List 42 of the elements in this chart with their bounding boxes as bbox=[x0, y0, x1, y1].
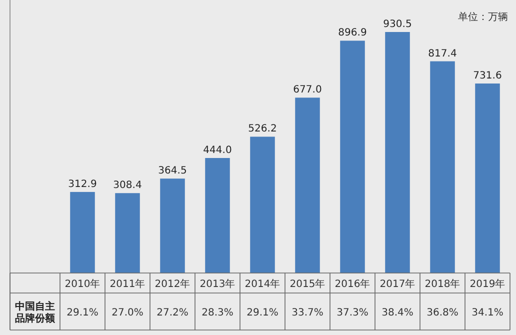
data-label: 444.0 bbox=[203, 145, 232, 156]
x-tick-label: 2010年 bbox=[64, 278, 100, 290]
bar bbox=[295, 98, 320, 273]
text: 中国自主品牌份额 bbox=[15, 300, 56, 324]
x-tick-label: 2012年 bbox=[154, 278, 190, 290]
data-label: 364.5 bbox=[158, 166, 187, 177]
bar bbox=[70, 192, 95, 273]
text: 33.7% bbox=[292, 308, 324, 318]
x-tick-label: 2019年 bbox=[470, 278, 506, 290]
x-tick-label: 2016年 bbox=[334, 278, 370, 290]
bar bbox=[205, 158, 230, 273]
x-tick-label: 2015年 bbox=[290, 278, 326, 290]
x-tick-label: 2018年 bbox=[424, 278, 460, 290]
data-label: 526.2 bbox=[248, 124, 277, 135]
text: 37.3% bbox=[336, 308, 368, 318]
text: 29.1% bbox=[246, 308, 278, 318]
bar bbox=[475, 84, 500, 273]
data-label: 930.5 bbox=[383, 19, 412, 30]
bar bbox=[250, 136, 275, 273]
bar bbox=[340, 40, 365, 273]
data-label: 896.9 bbox=[338, 28, 367, 39]
bar bbox=[160, 178, 185, 273]
data-label: 817.4 bbox=[428, 48, 457, 60]
x-tick-label: 2017年 bbox=[380, 278, 416, 290]
text: 27.0% bbox=[112, 308, 144, 318]
data-label: 308.4 bbox=[113, 180, 142, 192]
bar bbox=[430, 61, 455, 273]
data-label: 677.0 bbox=[293, 84, 322, 96]
chart-subtitle: 单位：万辆 bbox=[458, 11, 508, 23]
bar bbox=[385, 32, 410, 273]
text: 29.1% bbox=[66, 308, 98, 318]
data-label: 312.9 bbox=[68, 178, 97, 190]
text: 28.3% bbox=[202, 308, 234, 318]
text: 34.1% bbox=[472, 308, 504, 318]
x-tick-label: 2014年 bbox=[244, 278, 280, 290]
text: 27.2% bbox=[156, 308, 188, 318]
x-tick-label: 2011年 bbox=[110, 278, 146, 290]
text: 36.8% bbox=[426, 308, 458, 318]
bar bbox=[115, 193, 140, 273]
x-tick-label: 2013年 bbox=[200, 278, 236, 290]
text: 38.4% bbox=[382, 308, 414, 318]
data-label: 731.6 bbox=[473, 70, 502, 82]
